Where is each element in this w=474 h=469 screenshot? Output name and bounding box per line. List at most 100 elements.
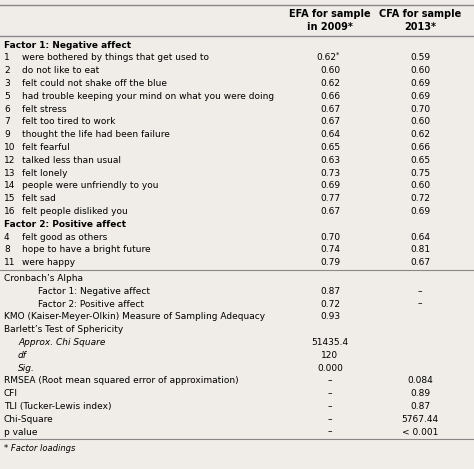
Text: 14: 14 (4, 182, 15, 190)
Text: felt sad: felt sad (22, 194, 56, 203)
Text: 0.62: 0.62 (320, 79, 340, 88)
Text: felt fearful: felt fearful (22, 143, 70, 152)
Text: 5: 5 (4, 92, 10, 101)
Text: felt could not shake off the blue: felt could not shake off the blue (22, 79, 167, 88)
Text: Sig.: Sig. (18, 363, 35, 372)
Text: 0.64: 0.64 (410, 233, 430, 242)
Text: 0.60: 0.60 (410, 66, 430, 75)
Text: do not like to eat: do not like to eat (22, 66, 99, 75)
Text: thought the life had been failure: thought the life had been failure (22, 130, 170, 139)
Text: 0.72: 0.72 (410, 194, 430, 203)
Text: p value: p value (4, 428, 37, 437)
Text: had trouble keeping your mind on what you were doing: had trouble keeping your mind on what yo… (22, 92, 274, 101)
Text: 0.60: 0.60 (410, 182, 430, 190)
Text: Chi-Square: Chi-Square (4, 415, 54, 424)
Text: 5767.44: 5767.44 (401, 415, 438, 424)
Text: 0.87: 0.87 (410, 402, 430, 411)
Text: 0.65: 0.65 (320, 143, 340, 152)
Text: 0.63: 0.63 (320, 156, 340, 165)
Text: Factor 2: Positive affect: Factor 2: Positive affect (38, 300, 144, 309)
Text: *: * (337, 52, 340, 58)
Text: 0.67: 0.67 (320, 117, 340, 126)
Text: CFI: CFI (4, 389, 18, 398)
Text: talked less than usual: talked less than usual (22, 156, 121, 165)
Text: 0.65: 0.65 (410, 156, 430, 165)
Text: felt too tired to work: felt too tired to work (22, 117, 115, 126)
Text: 15: 15 (4, 194, 16, 203)
Text: 3: 3 (4, 79, 10, 88)
Text: RMSEA (Root mean squared error of approximation): RMSEA (Root mean squared error of approx… (4, 376, 238, 386)
Text: 0.64: 0.64 (320, 130, 340, 139)
Text: 0.69: 0.69 (320, 182, 340, 190)
Text: < 0.001: < 0.001 (402, 428, 438, 437)
Text: people were unfriendly to you: people were unfriendly to you (22, 182, 158, 190)
Text: 0.89: 0.89 (410, 389, 430, 398)
Text: 9: 9 (4, 130, 10, 139)
Text: 0.66: 0.66 (320, 92, 340, 101)
Text: 0.77: 0.77 (320, 194, 340, 203)
Text: 120: 120 (321, 351, 338, 360)
Text: 0.75: 0.75 (410, 168, 430, 178)
Text: –: – (418, 300, 422, 309)
Text: 0.67: 0.67 (320, 105, 340, 113)
Text: –: – (328, 402, 332, 411)
Text: KMO (Kaiser-Meyer-Olkin) Measure of Sampling Adequacy: KMO (Kaiser-Meyer-Olkin) Measure of Samp… (4, 312, 265, 321)
Text: Factor 2: Positive affect: Factor 2: Positive affect (4, 220, 126, 229)
Text: 0.74: 0.74 (320, 245, 340, 254)
Text: 0.69: 0.69 (410, 79, 430, 88)
Text: 0.93: 0.93 (320, 312, 340, 321)
Text: 0.72: 0.72 (320, 300, 340, 309)
Text: 0.87: 0.87 (320, 287, 340, 296)
Text: 0.66: 0.66 (410, 143, 430, 152)
Text: 0.60: 0.60 (320, 66, 340, 75)
Text: felt people disliked you: felt people disliked you (22, 207, 128, 216)
Text: 0.81: 0.81 (410, 245, 430, 254)
Text: df: df (18, 351, 27, 360)
Text: –: – (328, 389, 332, 398)
Text: 0.70: 0.70 (410, 105, 430, 113)
Text: 8: 8 (4, 245, 10, 254)
Text: 1: 1 (4, 53, 10, 62)
Text: 0.62: 0.62 (316, 53, 336, 62)
Text: 0.67: 0.67 (320, 207, 340, 216)
Text: 11: 11 (4, 258, 16, 267)
Text: Barlett’s Test of Sphericity: Barlett’s Test of Sphericity (4, 325, 123, 334)
Text: 0.79: 0.79 (320, 258, 340, 267)
Text: –: – (328, 376, 332, 386)
Text: * Factor loadings: * Factor loadings (4, 444, 75, 453)
Text: 0.73: 0.73 (320, 168, 340, 178)
Text: were bothered by things that get used to: were bothered by things that get used to (22, 53, 209, 62)
Text: EFA for sample
in 2009*: EFA for sample in 2009* (289, 9, 371, 32)
Text: 0.67: 0.67 (410, 258, 430, 267)
Text: 0.69: 0.69 (410, 207, 430, 216)
Text: felt lonely: felt lonely (22, 168, 67, 178)
Text: –: – (328, 415, 332, 424)
Text: –: – (418, 287, 422, 296)
Text: 13: 13 (4, 168, 16, 178)
Text: felt good as others: felt good as others (22, 233, 107, 242)
Text: 0.084: 0.084 (407, 376, 433, 386)
Text: Cronbach’s Alpha: Cronbach’s Alpha (4, 274, 83, 283)
Text: 51435.4: 51435.4 (311, 338, 348, 347)
Text: 0.62: 0.62 (410, 130, 430, 139)
Text: hope to have a bright future: hope to have a bright future (22, 245, 151, 254)
Text: 0.69: 0.69 (410, 92, 430, 101)
Text: Factor 1: Negative affect: Factor 1: Negative affect (4, 40, 131, 50)
Text: 16: 16 (4, 207, 16, 216)
Text: TLI (Tucker-Lewis index): TLI (Tucker-Lewis index) (4, 402, 111, 411)
Text: 0.70: 0.70 (320, 233, 340, 242)
Text: 0.000: 0.000 (317, 363, 343, 372)
Text: 4: 4 (4, 233, 9, 242)
Text: –: – (328, 428, 332, 437)
Text: 6: 6 (4, 105, 10, 113)
Text: 12: 12 (4, 156, 15, 165)
Text: Factor 1: Negative affect: Factor 1: Negative affect (38, 287, 150, 296)
Text: 7: 7 (4, 117, 10, 126)
Text: 0.60: 0.60 (410, 117, 430, 126)
Text: felt stress: felt stress (22, 105, 67, 113)
Text: were happy: were happy (22, 258, 75, 267)
Text: CFA for sample
2013*: CFA for sample 2013* (379, 9, 461, 32)
Text: Approx. Chi Square: Approx. Chi Square (18, 338, 105, 347)
Text: 2: 2 (4, 66, 9, 75)
Text: 10: 10 (4, 143, 16, 152)
